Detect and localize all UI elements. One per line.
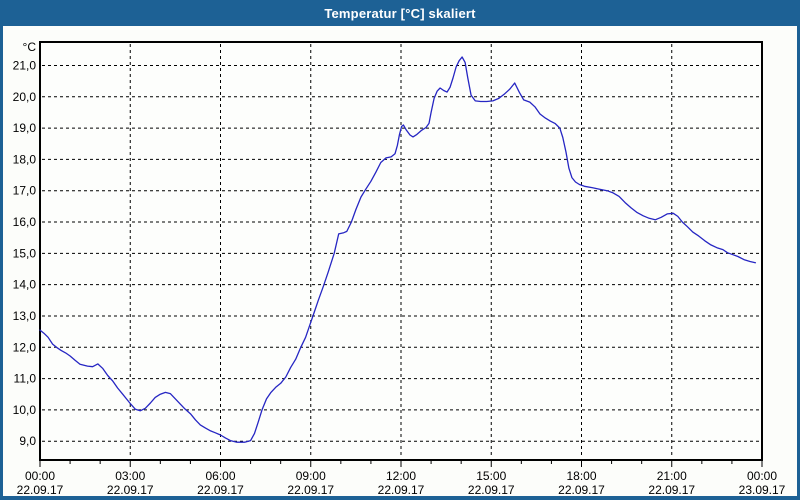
y-axis-tick-label: 18,0	[13, 152, 37, 166]
y-axis-tick-label: 9,0	[19, 434, 36, 448]
x-axis-time-label: 00:00	[25, 469, 55, 483]
y-axis-tick-label: 15,0	[13, 246, 37, 260]
y-axis-tick-label: 10,0	[13, 403, 37, 417]
y-axis-tick-label: 14,0	[13, 278, 37, 292]
y-axis-tick-label: 17,0	[13, 184, 37, 198]
x-axis-time-label: 09:00	[296, 469, 326, 483]
x-axis-date-label: 23.09.17	[739, 483, 786, 497]
x-axis-time-label: 21:00	[657, 469, 687, 483]
x-axis-time-label: 03:00	[115, 469, 145, 483]
y-axis-tick-label: 12,0	[13, 340, 37, 354]
x-axis-date-label: 22.09.17	[648, 483, 695, 497]
x-axis-time-label: 00:00	[747, 469, 777, 483]
window-frame	[0, 26, 800, 500]
x-axis-time-label: 12:00	[386, 469, 416, 483]
x-axis-date-label: 22.09.17	[17, 483, 64, 497]
y-axis-tick-label: 16,0	[13, 215, 37, 229]
x-axis-date-label: 22.09.17	[287, 483, 334, 497]
x-axis-time-label: 06:00	[205, 469, 235, 483]
y-axis-tick-label: 19,0	[13, 121, 37, 135]
y-axis-tick-label: 20,0	[13, 90, 37, 104]
x-axis-date-label: 22.09.17	[107, 483, 154, 497]
x-axis-date-label: 22.09.17	[197, 483, 244, 497]
y-axis-tick-label: 11,0	[14, 372, 37, 386]
temperature-series-line	[39, 56, 757, 443]
window-titlebar: Temperatur [°C] skaliert	[0, 0, 800, 26]
x-axis-time-label: 15:00	[476, 469, 506, 483]
y-axis-unit-label: °C	[23, 40, 37, 54]
y-axis-tick-label: 13,0	[13, 309, 37, 323]
y-axis-tick-label: 21,0	[13, 58, 37, 72]
x-axis-date-label: 22.09.17	[558, 483, 605, 497]
x-axis-date-label: 22.09.17	[468, 483, 515, 497]
x-axis-date-label: 22.09.17	[378, 483, 425, 497]
x-axis-time-label: 18:00	[566, 469, 596, 483]
window-title: Temperatur [°C] skaliert	[324, 5, 476, 21]
